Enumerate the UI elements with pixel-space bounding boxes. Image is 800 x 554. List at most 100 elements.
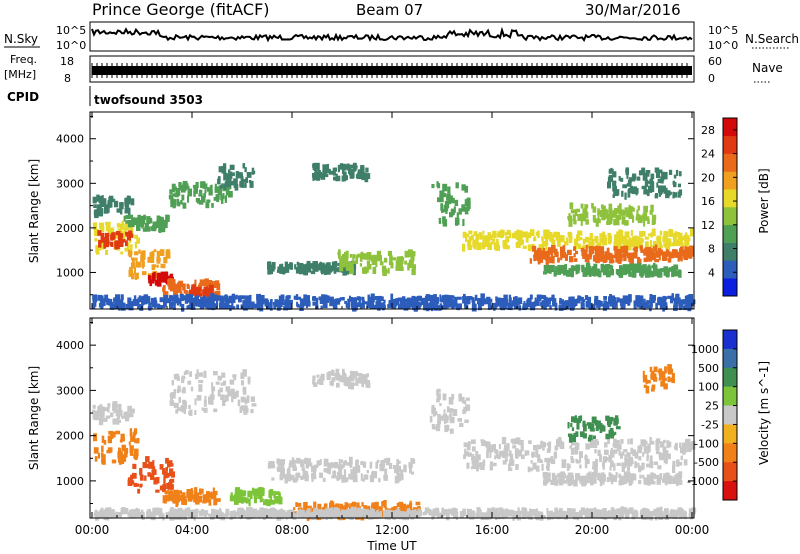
data-cell <box>409 500 412 508</box>
data-cell <box>316 264 321 269</box>
data-cell <box>303 513 308 517</box>
data-cell <box>518 449 522 457</box>
data-cell <box>360 461 364 465</box>
data-cell <box>464 419 469 423</box>
data-cell <box>104 294 109 303</box>
data-cell <box>383 474 388 481</box>
data-cell <box>366 260 370 267</box>
data-cell <box>540 294 545 300</box>
data-cell <box>663 231 669 239</box>
data-cell <box>355 174 360 179</box>
data-cell <box>194 492 199 499</box>
data-cell <box>497 512 501 520</box>
data-cell <box>653 267 658 274</box>
data-cell <box>535 232 539 236</box>
velocity-colorbar-tick-label: 1000 <box>691 343 719 356</box>
x-tick-label: 16:00 <box>475 523 510 537</box>
data-cell <box>378 295 382 302</box>
data-cell <box>246 302 250 308</box>
data-cell <box>632 247 636 251</box>
data-cell <box>362 300 365 309</box>
data-cell <box>94 456 98 462</box>
data-cell <box>466 508 469 514</box>
data-cell <box>624 192 627 200</box>
data-cell <box>224 195 227 203</box>
data-cell <box>635 264 640 268</box>
data-cell <box>436 393 441 400</box>
data-cell <box>162 290 167 298</box>
data-cell <box>511 300 516 307</box>
data-cell <box>102 237 106 241</box>
data-cell <box>467 452 471 457</box>
data-cell <box>362 173 367 178</box>
nsky-line <box>91 26 693 43</box>
data-cell <box>504 444 507 451</box>
data-cell <box>616 297 620 303</box>
data-cell <box>244 295 250 301</box>
data-cell <box>292 477 298 483</box>
data-cell <box>653 241 656 247</box>
data-cell <box>160 227 164 233</box>
data-cell <box>198 384 203 392</box>
data-cell <box>630 447 634 455</box>
data-cell <box>346 503 350 508</box>
data-cell <box>169 189 173 195</box>
data-cell <box>388 260 393 266</box>
data-cell <box>628 187 633 192</box>
data-cell <box>126 232 131 241</box>
data-cell <box>524 508 527 513</box>
data-cell <box>599 233 603 238</box>
data-cell <box>165 457 169 464</box>
data-cell <box>575 460 581 464</box>
data-cell <box>304 457 308 464</box>
data-cell <box>398 512 403 518</box>
data-cell <box>408 263 413 268</box>
data-cell <box>182 283 186 291</box>
data-cell <box>340 464 344 468</box>
data-cell <box>581 300 584 308</box>
data-cell <box>340 514 343 520</box>
y-tick-label: 4000 <box>56 339 84 352</box>
data-cell <box>667 191 672 195</box>
data-cell <box>339 503 343 508</box>
data-cell <box>241 512 245 517</box>
data-cell <box>601 256 604 260</box>
data-cell <box>592 255 596 262</box>
data-cell <box>612 475 617 482</box>
data-cell <box>673 515 678 519</box>
data-cell <box>430 304 434 312</box>
data-cell <box>337 262 341 267</box>
data-cell <box>342 171 347 176</box>
data-cell <box>221 167 225 172</box>
data-cell <box>653 481 656 485</box>
data-cell <box>94 410 99 417</box>
data-cell <box>133 448 139 457</box>
data-cell <box>126 242 130 249</box>
data-cell <box>622 268 627 276</box>
data-cell <box>156 257 160 262</box>
data-cell <box>218 166 224 173</box>
data-cell <box>545 257 549 265</box>
data-cell <box>104 204 108 208</box>
data-cell <box>424 510 428 516</box>
data-cell <box>148 461 154 469</box>
data-cell <box>509 302 513 311</box>
data-cell <box>92 295 97 300</box>
data-cell <box>213 490 218 495</box>
data-cell <box>386 509 390 514</box>
data-cell <box>531 451 535 456</box>
data-cell <box>628 177 634 182</box>
data-cell <box>378 255 382 262</box>
data-cell <box>586 473 591 477</box>
data-cell <box>215 381 220 385</box>
data-cell <box>297 502 302 507</box>
data-cell <box>493 242 498 250</box>
data-cell <box>388 463 393 469</box>
data-cell <box>288 509 294 515</box>
data-cell <box>120 433 125 440</box>
data-cell <box>444 415 449 421</box>
data-cell <box>646 180 651 184</box>
data-cell <box>518 450 521 457</box>
data-cell <box>601 472 605 477</box>
